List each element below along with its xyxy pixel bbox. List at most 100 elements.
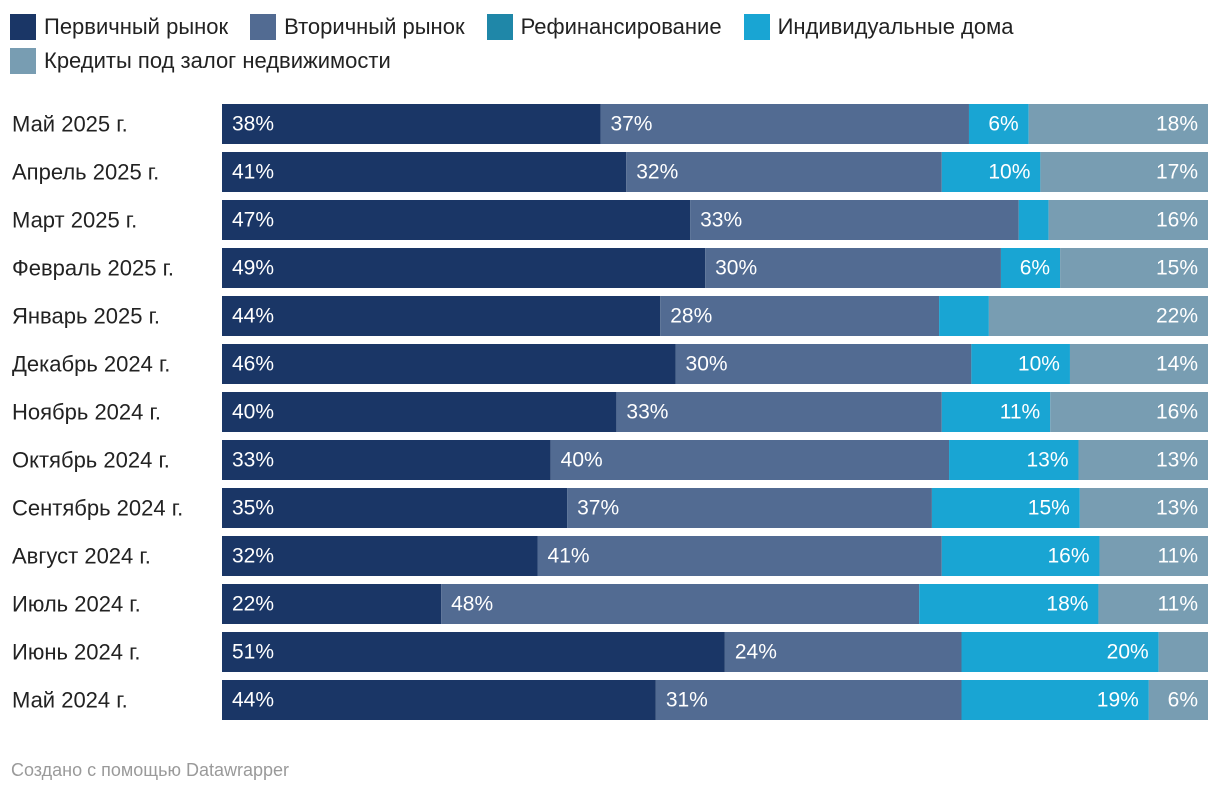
bar-segment-houses <box>941 392 1051 432</box>
bar-segment-collateral <box>1098 584 1208 624</box>
bar-segment-primary <box>222 440 551 480</box>
data-label-collateral: 15% <box>1156 257 1198 280</box>
data-label-primary: 35% <box>232 497 274 520</box>
data-label-secondary: 41% <box>548 545 590 568</box>
data-label-primary: 44% <box>232 305 274 328</box>
bar-segment-houses <box>968 104 1029 144</box>
bar-segment-collateral <box>988 296 1208 336</box>
data-label-collateral: 16% <box>1156 401 1198 424</box>
bar-segment-primary <box>222 248 706 288</box>
data-label-houses: 6% <box>1020 257 1050 280</box>
bar-segment-primary <box>222 536 538 576</box>
data-label-secondary: 33% <box>700 209 742 232</box>
legend-swatch-collateral <box>10 48 36 74</box>
data-label-collateral: 22% <box>1156 305 1198 328</box>
data-label-primary: 22% <box>232 593 274 616</box>
data-label-primary: 33% <box>232 449 274 472</box>
data-label-primary: 46% <box>232 353 274 376</box>
data-label-collateral: 6% <box>1168 689 1198 712</box>
bar-segment-collateral <box>1048 200 1208 240</box>
legend-item-refinancing: Рефинансирование <box>486 14 722 40</box>
data-label-houses: 10% <box>1018 353 1060 376</box>
bar-segment-primary <box>222 200 691 240</box>
bar-segment-primary <box>222 104 601 144</box>
bar-segment-primary <box>222 392 617 432</box>
bar-segment-primary <box>222 344 676 384</box>
bar-segment-secondary <box>567 488 932 528</box>
bar-segment-secondary <box>626 152 942 192</box>
data-label-houses: 11% <box>1000 401 1040 424</box>
bar-segment-secondary <box>655 680 962 720</box>
data-label-primary: 51% <box>232 641 274 664</box>
bar-segment-secondary <box>616 392 942 432</box>
data-label-collateral: 11% <box>1158 593 1198 616</box>
bar-segment-collateral <box>1050 392 1208 432</box>
data-label-secondary: 40% <box>561 449 603 472</box>
category-label: Март 2025 г. <box>12 208 137 233</box>
bar-segment-collateral <box>1028 104 1208 144</box>
bar-segment-secondary <box>600 104 969 144</box>
category-label: Апрель 2025 г. <box>12 160 159 185</box>
data-label-houses: 15% <box>1028 497 1070 520</box>
data-label-houses: 18% <box>1046 593 1088 616</box>
legend-item-secondary: Вторичный рынок <box>250 14 465 40</box>
data-label-primary: 32% <box>232 545 274 568</box>
chart-legend: Первичный рынок Вторичный рынок Рефинанс… <box>10 10 1170 78</box>
footer-credit: Создано с помощью Datawrapper <box>11 760 290 780</box>
category-label: Декабрь 2024 г. <box>12 352 170 377</box>
bar-segment-collateral <box>1078 440 1208 480</box>
bar-segment-collateral <box>1158 632 1208 672</box>
data-label-secondary: 28% <box>670 305 712 328</box>
bar-segment-collateral <box>1079 488 1208 528</box>
category-label: Июль 2024 г. <box>12 592 141 617</box>
data-label-secondary: 31% <box>666 689 708 712</box>
data-label-houses: 19% <box>1097 689 1139 712</box>
data-label-primary: 41% <box>232 161 274 184</box>
category-label: Сентябрь 2024 г. <box>12 496 183 521</box>
category-label: Ноябрь 2024 г. <box>12 400 161 425</box>
legend-row-2: Кредиты под залог недвижимости <box>10 44 1170 78</box>
bar-segment-houses <box>1000 248 1061 288</box>
stacked-bar-chart: Май 2025 г. 38% 37% 6% 18% Апрель 2025 г. 41% 3… <box>12 104 1208 720</box>
legend-row-1: Первичный рынок Вторичный рынок Рефинанс… <box>10 10 1170 44</box>
data-label-collateral: 13% <box>1156 449 1198 472</box>
bar-segment-houses <box>941 536 1100 576</box>
data-label-secondary: 24% <box>735 641 777 664</box>
data-label-primary: 38% <box>232 113 274 136</box>
bar-segment-houses <box>949 440 1079 480</box>
data-label-collateral: 11% <box>1158 545 1198 568</box>
data-label-houses: 20% <box>1107 641 1149 664</box>
data-label-primary: 44% <box>232 689 274 712</box>
bar-segment-secondary <box>724 632 962 672</box>
data-label-houses: 16% <box>1048 545 1090 568</box>
data-label-collateral: 13% <box>1156 497 1198 520</box>
data-label-secondary: 37% <box>610 113 652 136</box>
bar-segment-secondary <box>690 200 1019 240</box>
legend-swatch-primary <box>10 14 36 40</box>
bar-segment-collateral <box>1060 248 1208 288</box>
data-label-houses: 13% <box>1026 449 1068 472</box>
legend-item-houses: Индивидуальные дома <box>743 14 1014 40</box>
bar-segment-houses <box>1018 200 1049 240</box>
bar-segment-houses <box>939 296 989 336</box>
legend-swatch-refinancing <box>486 14 513 40</box>
category-label: Январь 2025 г. <box>12 304 160 329</box>
bar-segment-collateral <box>1069 344 1208 384</box>
legend-label-collateral: Кредиты под залог недвижимости <box>44 48 391 73</box>
bar-segment-primary <box>222 488 568 528</box>
bar-segment-houses <box>971 344 1070 384</box>
data-label-primary: 40% <box>232 401 274 424</box>
bar-segment-houses <box>919 584 1099 624</box>
bar-segment-houses <box>941 152 1041 192</box>
bar-segment-collateral <box>1148 680 1208 720</box>
category-label: Август 2024 г. <box>12 544 151 569</box>
data-label-secondary: 30% <box>715 257 757 280</box>
bar-segment-houses <box>961 680 1149 720</box>
bar-segment-secondary <box>675 344 972 384</box>
bar-segment-secondary <box>537 536 942 576</box>
category-label: Май 2025 г. <box>12 112 128 137</box>
legend-label-secondary: Вторичный рынок <box>284 14 465 39</box>
bar-segment-primary <box>222 680 656 720</box>
bar-segment-primary <box>222 152 627 192</box>
bar-segment-secondary <box>550 440 950 480</box>
